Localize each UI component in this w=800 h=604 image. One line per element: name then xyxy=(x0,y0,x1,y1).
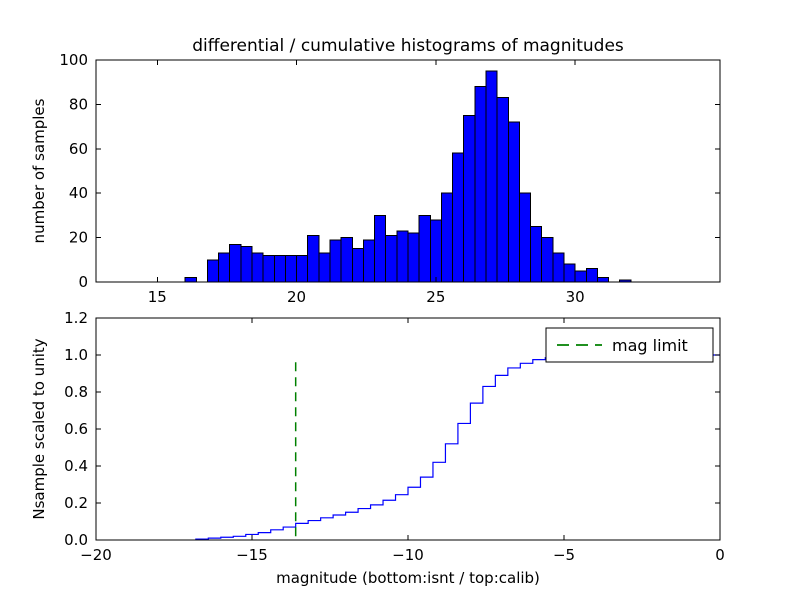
bottom-subplot: −20−15−10−500.00.20.40.60.81.01.2 Nsampl… xyxy=(30,309,725,587)
hist-bar xyxy=(419,215,430,282)
x-tick-label: −5 xyxy=(553,546,575,564)
hist-bar xyxy=(252,253,263,282)
hist-bar xyxy=(508,122,519,282)
hist-bar xyxy=(430,220,441,282)
x-tick-label: 30 xyxy=(566,288,585,306)
legend: mag limit xyxy=(546,328,713,362)
hist-bar xyxy=(464,116,475,283)
x-tick-label: −15 xyxy=(236,546,268,564)
hist-bar xyxy=(263,255,274,282)
hist-bar xyxy=(185,278,196,282)
hist-bar xyxy=(285,255,296,282)
hist-bar xyxy=(519,193,530,282)
x-axis-label: magnitude (bottom:isnt / top:calib) xyxy=(276,569,540,587)
hist-bar xyxy=(319,253,330,282)
hist-bar xyxy=(386,235,397,282)
y-tick-label: 0.0 xyxy=(64,531,88,549)
y-tick-label: 40 xyxy=(69,184,88,202)
hist-bar xyxy=(475,87,486,282)
y-tick-label: 1.2 xyxy=(64,309,88,327)
top-y-axis-label: number of samples xyxy=(30,98,48,243)
hist-bar xyxy=(341,238,352,282)
y-tick-label: 80 xyxy=(69,95,88,113)
hist-bar xyxy=(330,240,341,282)
x-tick-label: 25 xyxy=(426,288,445,306)
x-tick-label: 0 xyxy=(715,546,725,564)
hist-bar xyxy=(363,240,374,282)
y-tick-label: 0 xyxy=(78,273,88,291)
hist-bar xyxy=(542,238,553,282)
figure-canvas: differential / cumulative histograms of … xyxy=(0,0,800,600)
y-tick-label: 0.6 xyxy=(64,420,88,438)
y-tick-label: 20 xyxy=(69,229,88,247)
y-tick-label: 0.2 xyxy=(64,494,88,512)
hist-bar xyxy=(575,271,586,282)
histogram-bars-group xyxy=(185,71,631,282)
hist-bar xyxy=(375,215,386,282)
hist-bar xyxy=(230,244,241,282)
x-tick-label: −10 xyxy=(392,546,424,564)
hist-bar xyxy=(397,231,408,282)
hist-bar xyxy=(408,233,419,282)
top-subplot: 15 20 25 30 0 20 40 60 80 100 number of samples xyxy=(30,51,720,306)
x-tick-label: 20 xyxy=(287,288,306,306)
hist-bar xyxy=(241,246,252,282)
y-tick-label: 60 xyxy=(69,140,88,158)
chart-title: differential / cumulative histograms of … xyxy=(192,36,624,56)
hist-bar xyxy=(441,193,452,282)
matplotlib-figure: differential / cumulative histograms of … xyxy=(0,0,800,600)
bottom-y-axis-label: Nsample scaled to unity xyxy=(30,338,48,519)
y-tick-label: 1.0 xyxy=(64,346,88,364)
hist-bar xyxy=(564,264,575,282)
hist-bar xyxy=(207,260,218,282)
cumulative-step-curve xyxy=(196,355,720,540)
hist-bar xyxy=(553,253,564,282)
y-tick-label: 0.4 xyxy=(64,457,88,475)
y-tick-label: 0.8 xyxy=(64,383,88,401)
hist-bar xyxy=(486,71,497,282)
hist-bar xyxy=(597,278,608,282)
hist-bar xyxy=(497,98,508,282)
hist-bar xyxy=(531,227,542,283)
y-tick-label: 100 xyxy=(59,51,88,69)
hist-bar xyxy=(274,255,285,282)
hist-bar xyxy=(586,269,597,282)
hist-bar xyxy=(297,255,308,282)
hist-bar xyxy=(219,253,230,282)
hist-bar xyxy=(352,249,363,282)
hist-bar xyxy=(308,235,319,282)
x-tick-label: 15 xyxy=(148,288,167,306)
hist-bar xyxy=(453,153,464,282)
legend-label: mag limit xyxy=(612,336,688,355)
